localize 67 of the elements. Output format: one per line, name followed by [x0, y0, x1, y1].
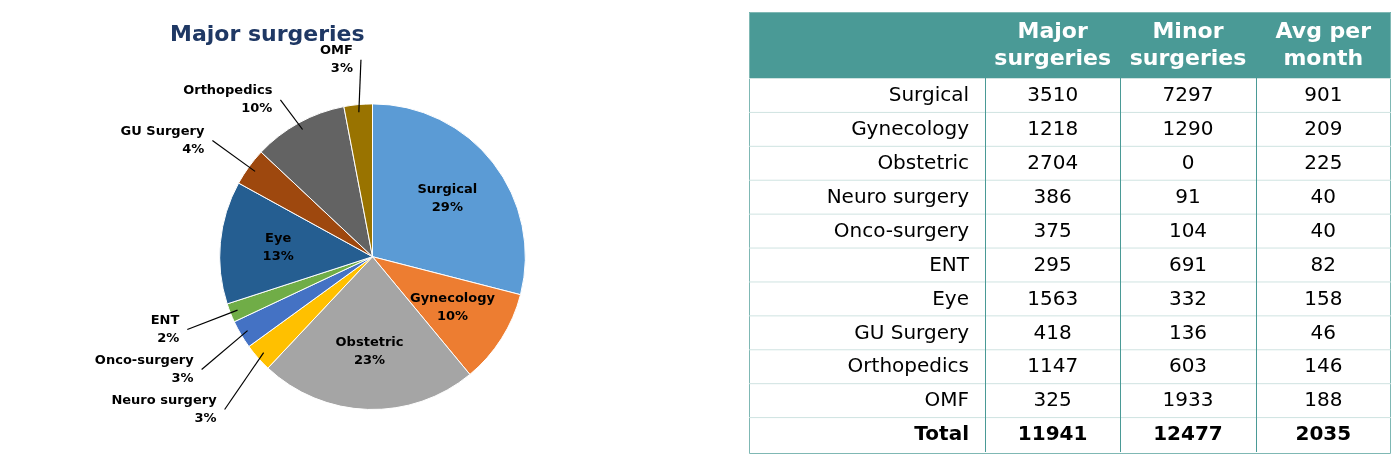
slice-label: Surgical	[417, 181, 478, 197]
data-label: 0	[1181, 149, 1195, 174]
data-label: 23%	[353, 351, 386, 367]
data-label: 104	[1168, 217, 1208, 242]
slice-label: ENT	[150, 311, 180, 327]
data-label: 10%	[436, 307, 469, 323]
y-tick-label: Total	[914, 421, 969, 446]
data-label: 2704	[1027, 149, 1079, 174]
data-label: 225	[1304, 149, 1343, 174]
x-tick-label: Major surgeries	[994, 17, 1112, 70]
x-tick-label: Minor surgeries	[1129, 17, 1247, 70]
data-label: 418	[1033, 319, 1072, 344]
data-label: 3%	[171, 369, 194, 385]
slice-label: OMF	[320, 42, 353, 58]
data-label: 13%	[262, 248, 294, 264]
data-label: 2%	[157, 329, 180, 345]
data-label: 40	[1310, 217, 1337, 242]
data-label: 136	[1168, 319, 1208, 344]
x-tick-label: Avg per month	[1275, 17, 1372, 70]
data-label: 188	[1304, 387, 1343, 412]
data-label: 46	[1310, 319, 1337, 344]
y-tick-label: Neuro surgery	[826, 183, 970, 208]
y-tick-label: Orthopedics	[847, 353, 969, 378]
data-label: 158	[1304, 285, 1343, 310]
data-label: 29%	[431, 199, 463, 215]
y-tick-label: OMF	[924, 387, 969, 412]
data-label: 82	[1310, 251, 1337, 276]
y-tick-label: Gynecology	[851, 116, 970, 141]
data-label: 40	[1310, 183, 1337, 208]
data-label: 10%	[241, 100, 273, 116]
data-label: 3%	[194, 409, 217, 425]
data-label: 1933	[1162, 387, 1214, 412]
data-label: 12477	[1153, 421, 1223, 446]
y-tick-label: ENT	[929, 251, 970, 276]
data-label: 375	[1033, 217, 1072, 242]
data-label: 295	[1033, 251, 1072, 276]
slice-label: GU Surgery	[120, 122, 205, 138]
y-tick-label: Obstetric	[877, 149, 969, 174]
data-label: 386	[1033, 183, 1072, 208]
slice-label: Gynecology	[409, 289, 496, 305]
slice-label: Onco-surgery	[94, 351, 195, 367]
y-tick-label: GU Surgery	[854, 319, 970, 344]
data-label: 7297	[1162, 82, 1214, 107]
data-label: 1218	[1027, 116, 1079, 141]
data-label: 11941	[1017, 421, 1088, 446]
data-label: 603	[1168, 353, 1208, 378]
data-label: 146	[1304, 353, 1343, 378]
data-label: 1290	[1162, 116, 1214, 141]
slice-label: Orthopedics	[183, 82, 273, 98]
data-label: 325	[1033, 387, 1072, 412]
data-label: 901	[1304, 82, 1343, 107]
data-label: 4%	[182, 140, 205, 156]
y-tick-label: Surgical	[888, 82, 969, 107]
data-label: 3510	[1027, 82, 1079, 107]
y-tick-label: Eye	[932, 285, 969, 310]
slice-label: Eye	[265, 230, 292, 246]
data-label: 1147	[1027, 353, 1079, 378]
data-label: 691	[1168, 251, 1208, 276]
data-label: 2035	[1295, 421, 1352, 446]
y-tick-label: Onco-surgery	[833, 217, 970, 242]
data-label: 3%	[330, 60, 353, 76]
data-label: 332	[1168, 285, 1208, 310]
slice-label: Obstetric	[335, 333, 404, 349]
slice-label: Neuro surgery	[111, 391, 218, 407]
data-label: 1563	[1027, 285, 1079, 310]
data-label: 91	[1175, 183, 1201, 208]
data-label: 209	[1304, 116, 1343, 141]
